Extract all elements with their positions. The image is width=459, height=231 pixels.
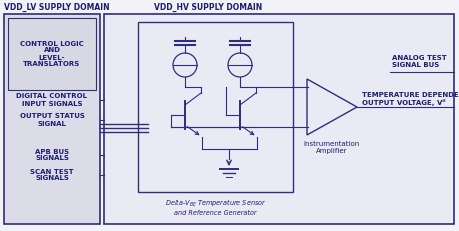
Text: ANALOG TEST
SIGNAL BUS: ANALOG TEST SIGNAL BUS (391, 55, 446, 68)
Text: VDD_LV SUPPLY DOMAIN: VDD_LV SUPPLY DOMAIN (4, 3, 109, 12)
Text: VDD_HV SUPPLY DOMAIN: VDD_HV SUPPLY DOMAIN (154, 3, 262, 12)
Text: TEMPERATURE DEPENDENT
OUTPUT VOLTAGE, Vⁱᴵ: TEMPERATURE DEPENDENT OUTPUT VOLTAGE, Vⁱ… (361, 92, 459, 106)
Circle shape (228, 53, 252, 77)
Circle shape (173, 53, 196, 77)
Text: SCAN TEST
SIGNALS: SCAN TEST SIGNALS (30, 168, 73, 182)
Bar (8, 18, 96, 90)
Text: Instrumentation
Amplifier: Instrumentation Amplifier (303, 141, 359, 154)
Text: Delta-V$_{BE}$ Temperature Sensor
and Reference Generator: Delta-V$_{BE}$ Temperature Sensor and Re… (164, 198, 266, 216)
Bar (4, 14, 100, 224)
Text: DIGITAL CONTROL
INPUT SIGNALS: DIGITAL CONTROL INPUT SIGNALS (17, 94, 87, 106)
Bar (138, 22, 292, 192)
Text: APB BUS
SIGNALS: APB BUS SIGNALS (35, 149, 69, 161)
Text: CONTROL LOGIC
AND
LEVEL-
TRANSLATORS: CONTROL LOGIC AND LEVEL- TRANSLATORS (20, 40, 84, 67)
Polygon shape (306, 79, 356, 135)
Bar (104, 14, 453, 224)
Text: OUTPUT STATUS
SIGNAL: OUTPUT STATUS SIGNAL (20, 113, 84, 127)
